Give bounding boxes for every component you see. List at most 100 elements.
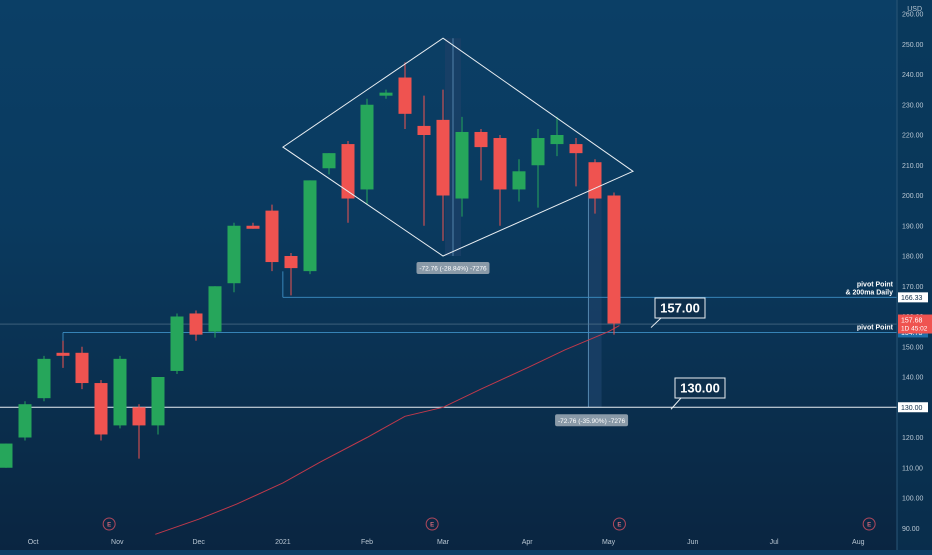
earnings-marker (425, 517, 439, 531)
candles-layer (0, 62, 621, 468)
x-tick-label: May (602, 539, 616, 546)
y-tick-label: 150.00 (902, 344, 924, 351)
y-tick-label: 260.00 (902, 12, 924, 19)
x-tick-label: Feb (361, 539, 373, 546)
earnings-marker (862, 517, 876, 531)
candle-body (170, 316, 184, 371)
level-label: pivot Point (857, 281, 894, 288)
candle-body (265, 210, 279, 263)
y-axis: USD 90.00 100.00 110.00 120.00 130.00 140.00 15… (896, 0, 932, 550)
y-tick-label: 140.00 (902, 375, 924, 382)
candle-body (455, 131, 469, 199)
candle-body (322, 153, 336, 169)
candle-body (531, 138, 545, 166)
y-tick-label: 170.00 (902, 284, 924, 291)
x-tick-label: Aug (852, 539, 865, 546)
candle-body (398, 77, 412, 114)
candle-body (474, 131, 488, 148)
candle-body (0, 443, 13, 468)
y-tick-label: 100.00 (902, 496, 924, 503)
callout-label-pointer (670, 397, 682, 410)
earnings-label: E (107, 523, 111, 529)
y-tick-label: 90.00 (902, 526, 920, 533)
y-tick-label: 110.00 (902, 465, 923, 472)
callout-label-box (674, 377, 726, 399)
candle-body (436, 119, 450, 196)
last-price-bg (898, 314, 932, 334)
candle-body (94, 383, 108, 435)
callout-label: 130.00 (680, 381, 720, 396)
level-label: & 200ma Daily (846, 289, 894, 296)
candle-body (512, 171, 526, 190)
y-tick-label: 120.00 (902, 435, 924, 442)
candle-body (208, 286, 222, 332)
x-tick-label: 2021 (275, 539, 291, 546)
candle-body (132, 407, 146, 426)
price-tag: 130.00 (901, 405, 923, 412)
x-tick-label: Nov (111, 539, 124, 546)
ma-layer (155, 325, 620, 535)
x-tick-label: Mar (437, 539, 450, 546)
measure-label-bg (416, 262, 490, 274)
candle-body (246, 225, 260, 229)
earnings-label: E (617, 523, 621, 529)
measure-shades (445, 38, 602, 408)
x-tick-label: Jun (687, 539, 698, 546)
callout-label-pointer (650, 317, 662, 328)
y-tick-label: 240.00 (902, 72, 924, 79)
last-price: 157.68 (901, 318, 923, 325)
candle-body (189, 313, 203, 335)
y-tick-label: 230.00 (902, 102, 924, 109)
last-price-countdown: 1D 45:02 (901, 326, 928, 333)
measure-label: -72.76 (-35.90%) -7276 (558, 418, 626, 425)
measure-shade (587, 189, 602, 408)
x-tick-label: Dec (192, 539, 205, 546)
measure-label: -72.76 (-28.84%) -7276 (419, 266, 487, 273)
earnings-marker (612, 517, 626, 531)
y-tick-label: 210.00 (902, 163, 924, 170)
x-tick-label: Oct (28, 539, 39, 546)
candle-body (360, 104, 374, 190)
price-tag: 166.33 (901, 295, 923, 302)
candle-body (284, 256, 298, 269)
y-tick-label: 190.00 (902, 223, 924, 230)
candle-body (550, 135, 564, 145)
candle-body (151, 377, 165, 426)
candle-body (379, 92, 393, 96)
candle-body (37, 358, 51, 399)
candle-body (113, 358, 127, 426)
candle-body (569, 144, 583, 154)
y-tick-label: 200.00 (902, 193, 924, 200)
price-tag-bg (898, 402, 928, 413)
level-label: pivot Point (857, 324, 894, 331)
earnings-marker (102, 517, 116, 531)
callout-label: 157.00 (660, 301, 700, 316)
diamond-pattern (282, 37, 635, 257)
y-axis-bg (897, 0, 932, 550)
candle-body (493, 138, 507, 190)
annotations-layer: -72.76 (-28.84%) -7276 -72.76 (-35.90%) -… (416, 262, 726, 427)
callout-label-box (654, 297, 706, 319)
measure-label-bg (555, 414, 629, 427)
candle-body (227, 225, 241, 284)
candle-body (18, 404, 32, 438)
x-tick-label: Apr (522, 539, 534, 546)
x-axis: Oct Nov Dec 2021 Feb Mar Apr May Jun Jul Aug E E E E (28, 517, 876, 546)
ma-200-line (155, 325, 620, 535)
candle-body (75, 352, 89, 384)
diamond-outline (282, 37, 635, 257)
x-tick-label: Jul (770, 539, 779, 546)
candle-body (588, 162, 602, 199)
candle-body (56, 352, 70, 356)
candle-body (303, 180, 317, 272)
earnings-label: E (867, 523, 871, 529)
earnings-label: E (430, 523, 434, 529)
candle-body (341, 144, 355, 199)
price-tag-bg (898, 292, 928, 303)
y-tick-label: 250.00 (902, 42, 924, 49)
candle-body (417, 125, 431, 135)
candle-body (607, 195, 621, 324)
